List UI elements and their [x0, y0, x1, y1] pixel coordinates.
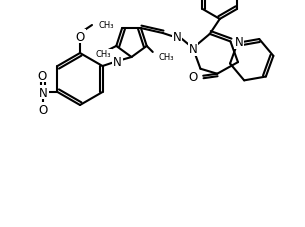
- Text: N: N: [39, 86, 48, 99]
- Text: N: N: [173, 30, 181, 43]
- Text: O: O: [39, 103, 48, 116]
- Text: N: N: [113, 55, 122, 68]
- Text: O: O: [188, 71, 197, 84]
- Text: CH₃: CH₃: [95, 50, 111, 59]
- Text: N: N: [188, 42, 197, 55]
- Text: CH₃: CH₃: [98, 20, 113, 29]
- Text: CH₃: CH₃: [159, 53, 174, 62]
- Text: N: N: [235, 36, 243, 49]
- Text: O: O: [38, 69, 47, 82]
- Text: O: O: [75, 30, 84, 43]
